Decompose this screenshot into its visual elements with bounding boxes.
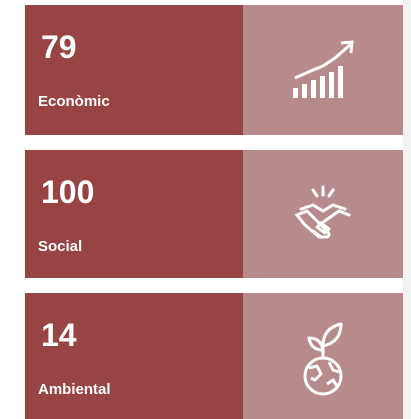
card-value: 100 xyxy=(41,174,95,210)
card-label: Econòmic xyxy=(38,93,110,110)
card-value-panel: 14 Ambiental xyxy=(25,293,243,419)
card-icon-panel xyxy=(243,150,403,278)
card: 14 Ambiental xyxy=(25,293,403,419)
card-label: Social xyxy=(38,238,83,255)
card: 100 Social xyxy=(25,150,403,278)
card-value: 14 xyxy=(41,317,77,353)
card-label: Ambiental xyxy=(38,381,111,398)
earth-plant-icon xyxy=(303,322,343,396)
card-value-panel: 100 Social xyxy=(25,150,243,278)
growth-icon xyxy=(293,40,354,98)
card: 79 Econòmic xyxy=(25,5,403,135)
scroll-edge xyxy=(403,0,411,419)
card-icon-panel xyxy=(243,293,403,419)
card-value-panel: 79 Econòmic xyxy=(25,5,243,135)
handshake-icon xyxy=(294,185,351,239)
card-icon-panel xyxy=(243,5,403,135)
card-value: 79 xyxy=(41,29,77,65)
